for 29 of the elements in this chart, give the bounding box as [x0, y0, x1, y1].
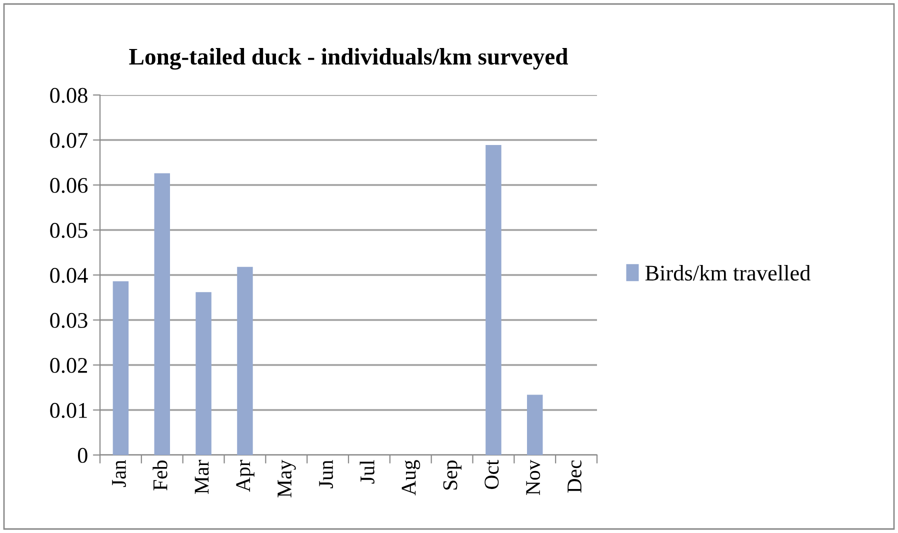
chart-title: Long-tailed duck - individuals/km surveyed — [129, 48, 568, 70]
bar — [527, 394, 543, 455]
x-tick-label: Jun — [319, 460, 334, 488]
bar — [154, 173, 170, 455]
y-tick-label: 0.02 — [50, 358, 87, 374]
bar — [196, 292, 212, 455]
bar — [112, 281, 129, 455]
x-tick-label: Dec — [568, 460, 582, 493]
y-tick-label: 0.07 — [50, 132, 88, 148]
x-tick-label: Feb — [152, 460, 168, 490]
x-tick-label: Mar — [194, 460, 209, 494]
x-tick-label: Oct — [484, 460, 499, 489]
y-tick-label: 0 — [78, 448, 88, 463]
y-tick-label: 0.01 — [50, 402, 87, 418]
x-tick-label: Aug — [402, 460, 420, 496]
y-tick-label: 0.04 — [50, 268, 88, 284]
y-tick-label: 0.05 — [50, 222, 88, 238]
x-tick-label: Nov — [526, 460, 540, 495]
bar — [486, 144, 502, 455]
x-tick-label: Sep — [443, 460, 462, 490]
y-tick-label: 0.03 — [50, 312, 88, 328]
y-tick-label: 0.08 — [50, 88, 88, 104]
x-tick-label: Jul — [360, 460, 374, 484]
bar — [237, 266, 253, 455]
y-tick-label: 0.06 — [50, 178, 88, 194]
x-tick-label: Jan — [112, 460, 126, 488]
x-tick-label: Apr — [236, 460, 254, 492]
legend-label: Birds/km travelled — [645, 264, 810, 281]
x-tick-label: May — [278, 460, 296, 498]
